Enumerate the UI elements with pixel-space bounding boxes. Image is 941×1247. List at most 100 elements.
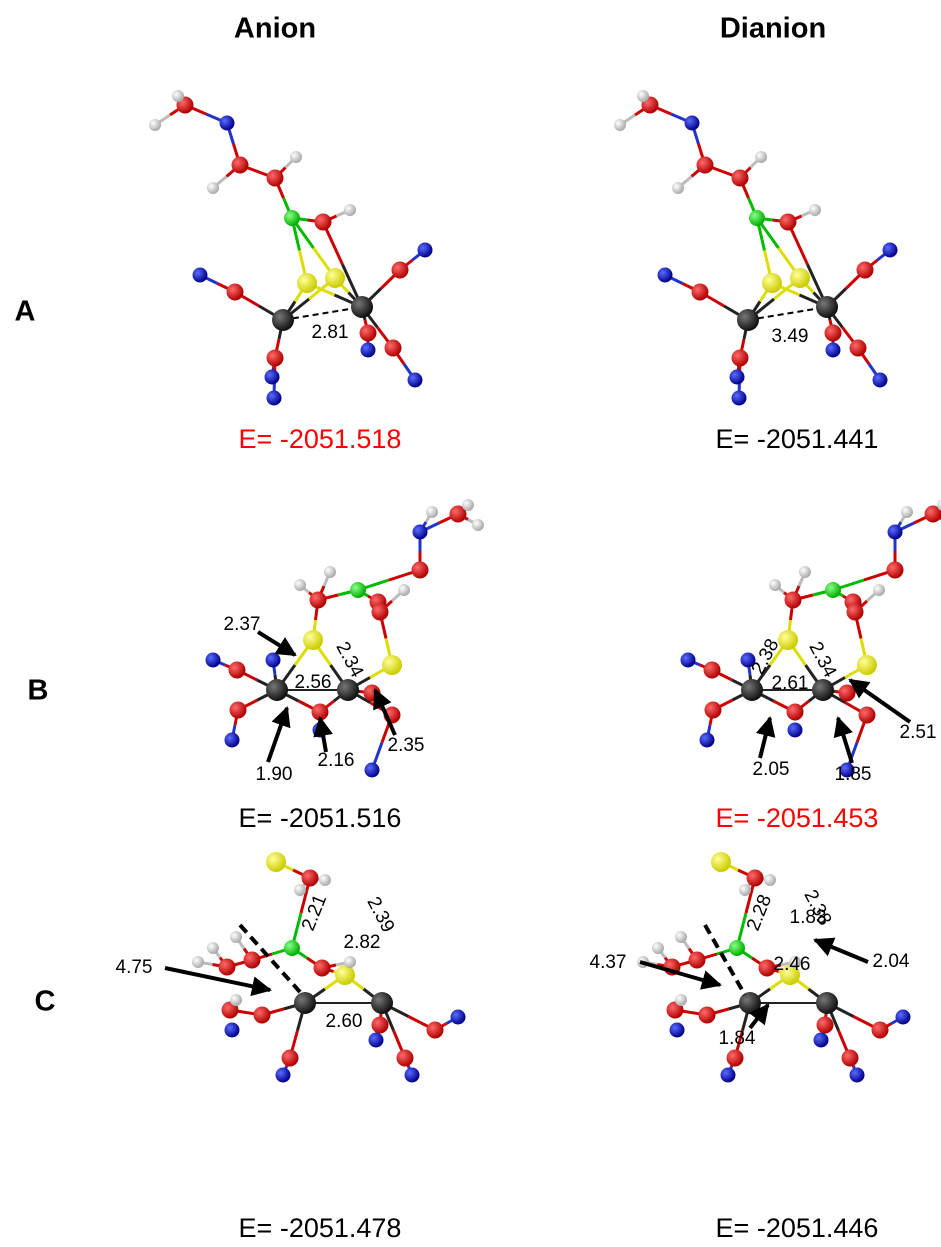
row-label: B [28,675,49,707]
atom [265,370,280,385]
atom [692,284,709,301]
atom [711,852,731,872]
atom [681,653,696,668]
energy: E= -2051.446 [716,1213,879,1243]
distance-label: 2.16 [318,750,355,771]
atom [729,940,745,956]
atom [372,1017,389,1034]
distance-label: 2.60 [326,1011,363,1032]
atom [319,874,331,886]
atom [790,268,810,288]
atom [764,874,776,886]
atom [685,116,700,131]
atom [276,1068,291,1083]
distance-label: 3.49 [772,326,809,347]
atom [371,992,393,1014]
energy: E= -2051.441 [716,424,879,454]
atom [193,268,208,283]
atom [705,702,722,719]
atom [294,992,316,1014]
atom [658,268,673,283]
atom [303,630,323,650]
atom [266,679,288,701]
distance-label: 2.39 [362,894,398,937]
row-label: A [15,296,36,328]
atom [284,940,300,956]
distance-label: 1.85 [835,764,872,785]
distance-label: 4.75 [116,957,153,978]
arrow [760,718,770,758]
atom [755,151,767,163]
atom [361,343,376,358]
atom [230,994,242,1006]
atom [426,506,438,518]
atom [365,763,380,778]
atom [284,210,300,226]
distance-label: 2.46 [774,954,811,975]
distance-label: 4.37 [590,952,627,973]
arrow [165,968,270,990]
atom [816,296,838,318]
atom [282,1050,299,1067]
atom [739,992,761,1014]
atom [244,952,261,969]
atom [816,992,838,1014]
atom [397,1050,414,1067]
atom [272,309,294,331]
distance-label: 2.82 [344,932,381,953]
atom [741,679,763,701]
atom [315,214,332,231]
atom [369,1033,384,1048]
atom [812,679,834,701]
atom [700,733,715,748]
atom [219,959,236,976]
atom [462,499,474,511]
energy: E= -2051.478 [239,1213,402,1243]
atom [360,325,377,342]
atom [652,942,664,954]
atom [637,90,649,102]
atom [787,704,804,721]
distance-label: 2.61 [772,673,809,694]
atom [312,704,329,721]
atom [351,296,373,318]
atom [737,309,759,331]
atom [267,170,284,187]
atom [887,562,904,579]
column-header: Dianion [720,13,826,45]
atom [418,243,433,258]
atom [850,340,867,357]
atom [385,340,402,357]
atom [859,707,876,724]
energy: E= -2051.516 [239,803,402,833]
atom [727,1050,744,1067]
distance-label: 2.51 [900,722,937,743]
atom [232,157,249,174]
atom [857,262,874,279]
atom [732,170,749,187]
atom [888,525,903,540]
atom [413,525,428,540]
atom [839,685,856,702]
atom [290,151,302,163]
labels: AnionDianionAE= -2051.518E= -2051.441BE=… [15,13,937,1243]
atom [405,1068,420,1083]
atom [267,391,282,406]
atom [769,579,781,591]
atom [294,884,306,896]
atom [670,1023,685,1038]
atom [314,960,331,977]
atom [817,1017,834,1034]
atom [850,1068,865,1083]
atom [672,182,684,194]
atom [826,343,841,358]
distance-label: 2.34 [804,639,840,682]
atom [172,90,184,102]
atom [721,1068,736,1083]
figure: AnionDianionAE= -2051.518E= -2051.441BE=… [0,0,941,1247]
molecules [149,90,941,1083]
atom [392,262,409,279]
atom [325,268,345,288]
atom [883,243,898,258]
atom [207,942,219,954]
